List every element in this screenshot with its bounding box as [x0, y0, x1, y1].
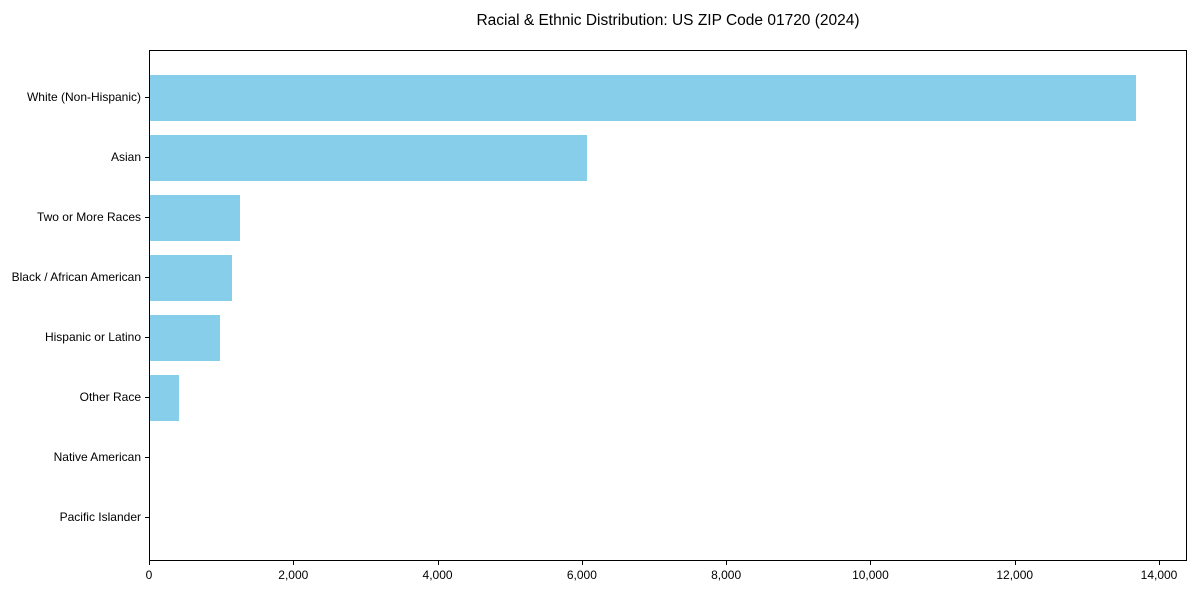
y-tick-mark [145, 97, 149, 98]
bars-container [150, 68, 1186, 548]
x-tick-label-6-000: 6,000 [566, 568, 597, 582]
chart-row-pacific-islander [150, 488, 1186, 548]
x-tick-label-14-000: 14,000 [1140, 568, 1178, 582]
y-tick-mark [145, 217, 149, 218]
bar-white-non-hispanic [150, 75, 1136, 121]
x-axis: 0 2,000 4,000 6,000 8,000 10,000 12,000 14,000 [145, 561, 1187, 591]
y-tick-label-black-african-american: Black / African American [11, 270, 141, 284]
chart-row-other-race [150, 368, 1186, 428]
y-tick-mark [145, 157, 149, 158]
x-tick-label-10-000: 10,000 [852, 568, 889, 582]
y-tick-label-two-or-more-races: Two or More Races [36, 210, 141, 224]
y-tick-label-white-non-hispanic: White (Non-Hispanic) [26, 90, 141, 104]
chart-row-native-american [150, 428, 1186, 488]
y-tick-label-hispanic-or-latino: Hispanic or Latino [44, 330, 141, 344]
x-tick-mark [1014, 561, 1016, 565]
bar-black-african-american [150, 255, 233, 301]
bar-hispanic-or-latino [150, 315, 220, 361]
x-tick-label-4-000: 4,000 [422, 568, 453, 582]
chart-row-white-non-hispanic [150, 68, 1186, 128]
y-tick-label-native-american: Native American [53, 450, 141, 464]
chart-row-two-or-more-races [150, 188, 1186, 248]
x-tick-label-0: 0 [145, 568, 153, 582]
y-tick-label-other-race: Other Race [79, 390, 141, 404]
chart-row-asian [150, 128, 1186, 188]
y-tick-mark [145, 277, 149, 278]
chart-row-hispanic-or-latino [150, 308, 1186, 368]
chart-title: Racial & Ethnic Distribution: US ZIP Cod… [476, 12, 860, 29]
y-tick-mark [145, 397, 149, 398]
x-tick-mark [870, 561, 872, 565]
bar-asian [150, 135, 588, 181]
x-tick-label-12-000: 12,000 [996, 568, 1034, 582]
x-tick-mark [437, 561, 439, 565]
x-tick-label-2-000: 2,000 [278, 568, 309, 582]
y-axis: White (Non-Hispanic) Asian Two or More Rac… [0, 0, 149, 600]
chart-row-black-african-american [150, 248, 1186, 308]
y-tick-mark [145, 517, 149, 518]
y-tick-label-asian: Asian [110, 150, 141, 164]
y-tick-label-pacific-islander: Pacific Islander [59, 510, 141, 524]
y-tick-mark [145, 457, 149, 458]
plot-area [149, 50, 1187, 561]
y-tick-mark [145, 337, 149, 338]
bar-other-race [150, 375, 179, 421]
x-tick-mark [1159, 561, 1160, 565]
x-tick-mark [726, 561, 728, 565]
x-tick-mark [293, 561, 295, 565]
bar-two-or-more-races [150, 195, 240, 241]
x-tick-mark [581, 561, 583, 565]
x-tick-mark [149, 561, 150, 565]
x-tick-label-8-000: 8,000 [711, 568, 742, 582]
